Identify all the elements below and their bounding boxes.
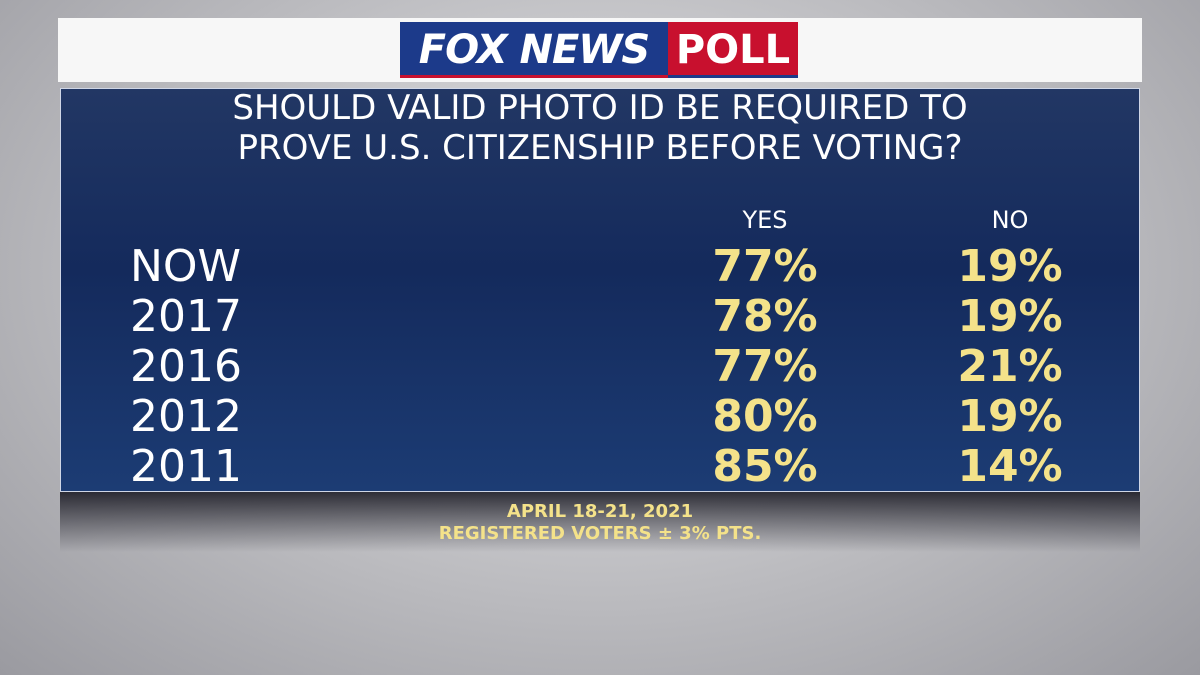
- cell-value: 77%: [712, 241, 818, 292]
- row-label: NOW: [130, 241, 242, 292]
- title-line: SHOULD VALID PHOTO ID BE REQUIRED TO: [232, 88, 968, 128]
- cell-value: 21%: [957, 341, 1063, 392]
- cell-value: 19%: [957, 391, 1063, 442]
- cell-value: 77%: [712, 341, 818, 392]
- row-label: 2017: [130, 291, 242, 342]
- cell-value: 14%: [957, 441, 1063, 492]
- panel: [60, 88, 1140, 492]
- footer-line: APRIL 18-21, 2021: [506, 501, 694, 522]
- footer-band: [60, 492, 1140, 552]
- brand-logo: FOX NEWS: [400, 22, 668, 78]
- column-header: YES: [742, 206, 788, 234]
- row-label: 2012: [130, 391, 242, 442]
- row-label: 2011: [130, 441, 242, 492]
- cell-value: 78%: [712, 291, 818, 342]
- footer-line: REGISTERED VOTERS ± 3% PTS.: [438, 523, 762, 544]
- cell-value: 85%: [712, 441, 818, 492]
- title-line: PROVE U.S. CITIZENSHIP BEFORE VOTING?: [237, 128, 963, 168]
- row-label: 2016: [130, 341, 242, 392]
- cell-value: 19%: [957, 291, 1063, 342]
- cell-value: 19%: [957, 241, 1063, 292]
- column-header: NO: [991, 206, 1029, 234]
- cell-value: 80%: [712, 391, 818, 442]
- poll-badge: POLL: [668, 22, 798, 78]
